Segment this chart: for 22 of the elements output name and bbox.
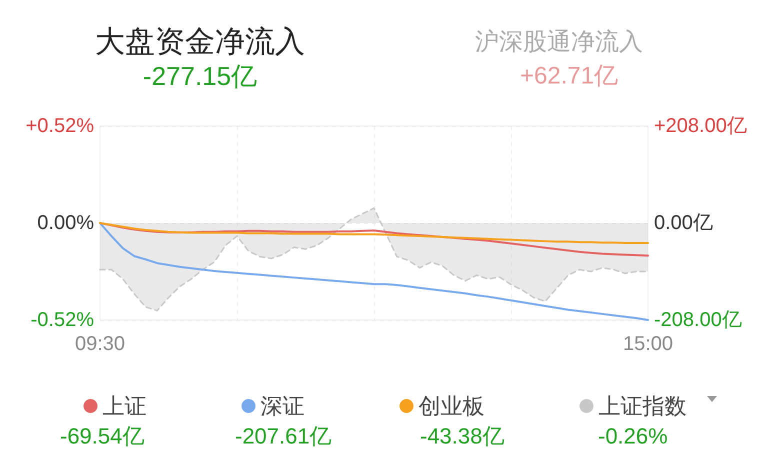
text: -0.26%	[598, 424, 668, 448]
legend-label: 创业板	[418, 394, 484, 418]
chart-subtitle: -277.15亿	[142, 61, 258, 91]
y2-tick-label: +208.00亿	[654, 115, 747, 137]
x-tick-label: 15:00	[622, 333, 674, 355]
y-tick-label: -0.52%	[30, 309, 94, 331]
text: -43.38亿	[420, 424, 504, 448]
text: -69.54亿	[60, 424, 144, 448]
text: -207.61亿	[235, 424, 332, 448]
line-series	[99, 222, 649, 321]
x-tick-label: 09:30	[74, 333, 126, 355]
y-tick-label: +0.52%	[26, 115, 94, 137]
legend-label: 上证	[102, 394, 146, 418]
line-series	[99, 222, 649, 244]
legend-label: 上证指数	[598, 394, 686, 418]
y2-tick-label: 0.00亿	[654, 212, 713, 234]
chart-title: 大盘资金净流入	[95, 26, 305, 58]
text: 沪深股通净流入	[475, 28, 643, 56]
text: +62.71亿	[520, 62, 618, 90]
legend-label: 深证	[260, 394, 304, 418]
y2-tick-label: -208.00亿	[654, 309, 742, 331]
y-tick-label: 0.00%	[37, 212, 94, 234]
